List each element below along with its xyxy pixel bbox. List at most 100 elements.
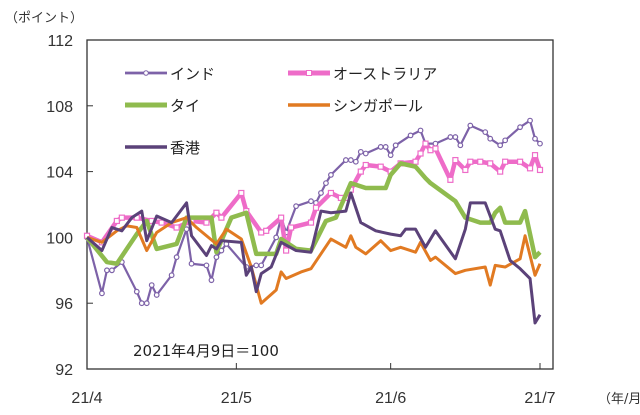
series-layer	[83, 117, 544, 325]
data-point	[362, 150, 369, 157]
data-point	[258, 229, 265, 236]
data-point	[108, 267, 115, 274]
data-point	[497, 168, 504, 175]
data-point	[467, 122, 474, 129]
data-point	[477, 158, 484, 165]
data-point	[526, 165, 534, 172]
data-point	[432, 145, 439, 152]
x-axis-unit-label: （年/月）	[598, 392, 640, 407]
data-point	[118, 214, 125, 221]
data-point	[422, 140, 429, 147]
y-tick-label: 100	[46, 230, 73, 247]
data-point	[263, 227, 270, 234]
data-point	[238, 189, 245, 197]
data-point	[342, 157, 349, 163]
data-point	[427, 147, 434, 154]
data-point	[357, 168, 364, 175]
data-point	[502, 137, 509, 144]
data-point	[462, 166, 469, 174]
data-point	[452, 134, 459, 140]
data-point	[283, 247, 290, 254]
data-point	[203, 219, 210, 226]
series-0	[84, 117, 543, 307]
data-point	[392, 142, 399, 149]
data-point	[352, 158, 359, 165]
x-tick-label: 21/4	[71, 390, 102, 407]
data-point	[487, 135, 494, 142]
data-point	[188, 260, 195, 267]
data-point	[258, 262, 265, 269]
data-point	[347, 157, 354, 163]
data-point	[138, 300, 145, 307]
data-point	[487, 160, 494, 167]
y-tick-label: 108	[46, 99, 73, 116]
legend-item: インド	[125, 65, 215, 83]
data-point	[536, 166, 544, 174]
data-point	[357, 148, 364, 155]
legend-label: オーストラリア	[333, 65, 437, 83]
data-point	[307, 219, 315, 226]
data-point	[208, 277, 215, 284]
series-line	[85, 161, 542, 266]
data-point	[168, 272, 175, 279]
data-point	[382, 144, 389, 150]
data-point	[308, 198, 314, 205]
data-point	[104, 267, 110, 274]
data-point	[99, 290, 105, 297]
legend-label: 香港	[170, 139, 200, 157]
legend-item: 香港	[125, 139, 200, 157]
data-point	[328, 171, 334, 178]
legend-item: タイ	[125, 97, 200, 115]
x-tick-label: 21/5	[221, 390, 252, 407]
data-point	[407, 132, 414, 139]
data-point	[412, 158, 419, 165]
data-point	[148, 282, 155, 289]
legend-item: シンガポール	[288, 97, 423, 115]
plot-frame	[86, 39, 554, 370]
data-point	[537, 140, 543, 147]
x-tick-label: 21/7	[524, 390, 555, 407]
data-point	[377, 163, 384, 170]
data-point	[457, 142, 464, 149]
data-point	[278, 214, 285, 221]
data-point	[497, 142, 504, 149]
data-point	[531, 152, 539, 159]
data-point	[143, 300, 150, 307]
data-point	[213, 254, 220, 261]
data-point	[432, 140, 439, 147]
data-point	[327, 189, 335, 197]
data-point	[173, 224, 180, 231]
data-point	[377, 144, 384, 150]
legend-label: タイ	[170, 97, 200, 115]
y-axis-unit-label: （ポイント）	[5, 11, 83, 26]
data-point	[527, 117, 533, 124]
data-point	[417, 127, 424, 134]
data-point	[153, 292, 160, 298]
data-point	[517, 124, 523, 131]
data-point	[253, 262, 260, 269]
data-point	[173, 254, 180, 261]
data-point	[293, 203, 299, 210]
data-point	[318, 190, 324, 196]
y-tick-label: 92	[55, 362, 73, 379]
series-2	[85, 161, 542, 266]
y-tick-label: 96	[55, 296, 73, 313]
data-point	[113, 217, 120, 225]
x-tick-label: 21/6	[375, 390, 406, 407]
data-point	[452, 156, 459, 164]
legend-marker	[306, 70, 312, 76]
data-point	[387, 152, 394, 159]
data-point	[502, 158, 509, 165]
series-4	[86, 191, 542, 325]
legend-label: インド	[170, 65, 215, 83]
data-point	[312, 204, 320, 211]
data-point	[213, 209, 220, 216]
base-date-annotation: 2021年4月9日＝100	[133, 342, 279, 360]
legend-marker	[143, 70, 149, 76]
data-point	[273, 234, 280, 241]
data-point	[447, 134, 454, 140]
legend-item: オーストラリア	[288, 65, 437, 83]
data-point	[482, 129, 489, 136]
series-line	[86, 191, 542, 325]
